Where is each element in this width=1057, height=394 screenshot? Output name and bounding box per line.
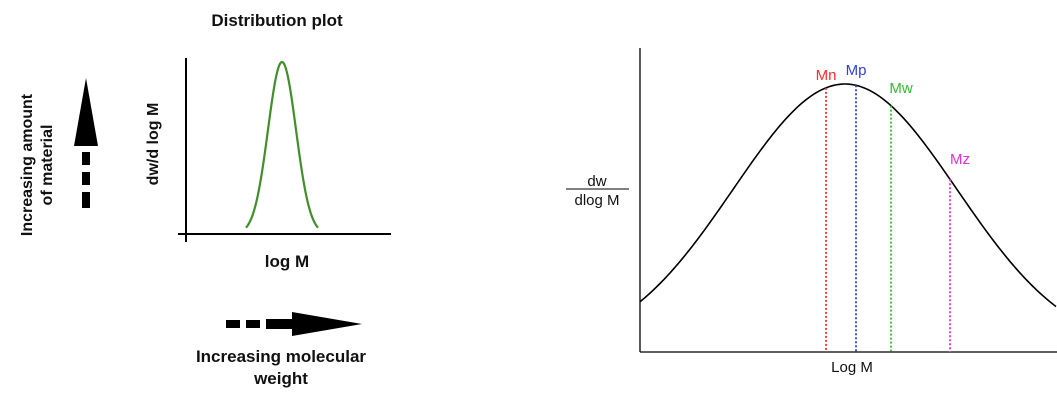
left-distribution-curve xyxy=(245,60,319,229)
left-y-axis-label: dw/d log M xyxy=(145,103,162,186)
marker-label-mn: Mn xyxy=(816,67,837,84)
molecular-weight-markers: Mn Mp Mw Mz xyxy=(816,62,970,352)
right-x-axis-label: Log M xyxy=(831,359,873,376)
horizontal-arrow-label-line1: Increasing molecular xyxy=(196,347,366,366)
right-y-label-denominator: dlog M xyxy=(574,192,619,209)
right-y-label-numerator: dw xyxy=(587,173,606,190)
vertical-arrow-label-line1: Increasing amount xyxy=(19,93,36,236)
marker-label-mw: Mw xyxy=(889,80,912,97)
right-arrow-icon xyxy=(226,312,362,336)
right-distribution-curve xyxy=(640,83,1057,308)
horizontal-arrow-label-line2: weight xyxy=(253,369,308,388)
vertical-arrow-label-line2: of material xyxy=(39,125,56,206)
marker-label-mz: Mz xyxy=(950,151,970,168)
left-x-axis-label: log M xyxy=(265,252,309,271)
marker-label-mp: Mp xyxy=(846,62,867,79)
up-arrow-icon xyxy=(74,78,98,208)
left-plot-title: Distribution plot xyxy=(211,11,343,30)
